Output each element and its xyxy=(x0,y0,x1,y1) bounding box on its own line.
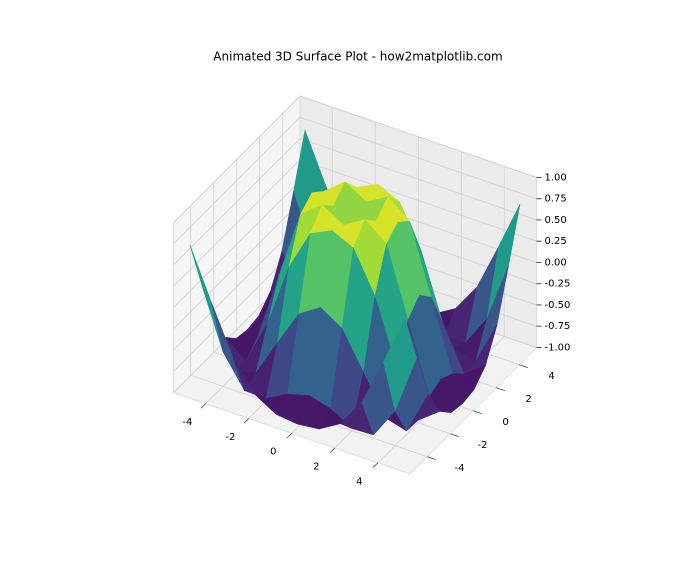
y-tick-label: 4 xyxy=(548,371,554,382)
z-tick-label: -1.00 xyxy=(545,342,571,353)
tick-mark xyxy=(372,462,379,468)
z-tick-label: 0.25 xyxy=(545,236,567,247)
grid-line xyxy=(173,180,301,308)
tick-mark xyxy=(329,447,336,453)
z-tick-label: -0.25 xyxy=(545,279,571,290)
tick-mark xyxy=(473,410,482,415)
grid-line xyxy=(299,95,537,178)
chart-title: Animated 3D Surface Plot - how2matplotli… xyxy=(213,50,502,64)
z-tick-label: 1.00 xyxy=(545,172,567,183)
grid-line xyxy=(173,223,301,351)
z-tick-label: -0.75 xyxy=(545,321,571,332)
tick-mark xyxy=(450,433,459,438)
x-tick-label: 0 xyxy=(270,447,276,458)
x-tick-label: 4 xyxy=(356,476,362,487)
grid-line xyxy=(173,202,301,330)
tick-mark xyxy=(200,403,207,409)
tick-mark xyxy=(286,432,293,439)
z-tick-label: 0.50 xyxy=(545,215,567,226)
tick-mark xyxy=(243,418,250,424)
x-tick-label: -2 xyxy=(225,432,235,443)
y-tick-label: 2 xyxy=(525,394,531,405)
surface-patch xyxy=(383,318,417,412)
grid-line xyxy=(173,138,301,266)
x-tick-label: -4 xyxy=(182,417,192,428)
tick-mark xyxy=(496,387,505,392)
grid-line xyxy=(173,159,301,287)
x-tick-label: 2 xyxy=(313,461,319,472)
y-tick-label: 0 xyxy=(502,417,508,428)
y-tick-label: -4 xyxy=(455,463,465,474)
grid-line xyxy=(299,159,537,242)
grid-line xyxy=(299,138,537,221)
z-tick-label: -0.50 xyxy=(545,300,571,311)
z-tick-label: 0.00 xyxy=(545,257,567,268)
y-tick-label: -2 xyxy=(478,440,488,451)
grid-line xyxy=(173,95,301,223)
tick-mark xyxy=(519,364,528,369)
grid-line xyxy=(299,116,537,200)
grid-line xyxy=(173,117,301,245)
tick-mark xyxy=(427,456,436,461)
z-tick-label: 0.75 xyxy=(545,194,567,205)
